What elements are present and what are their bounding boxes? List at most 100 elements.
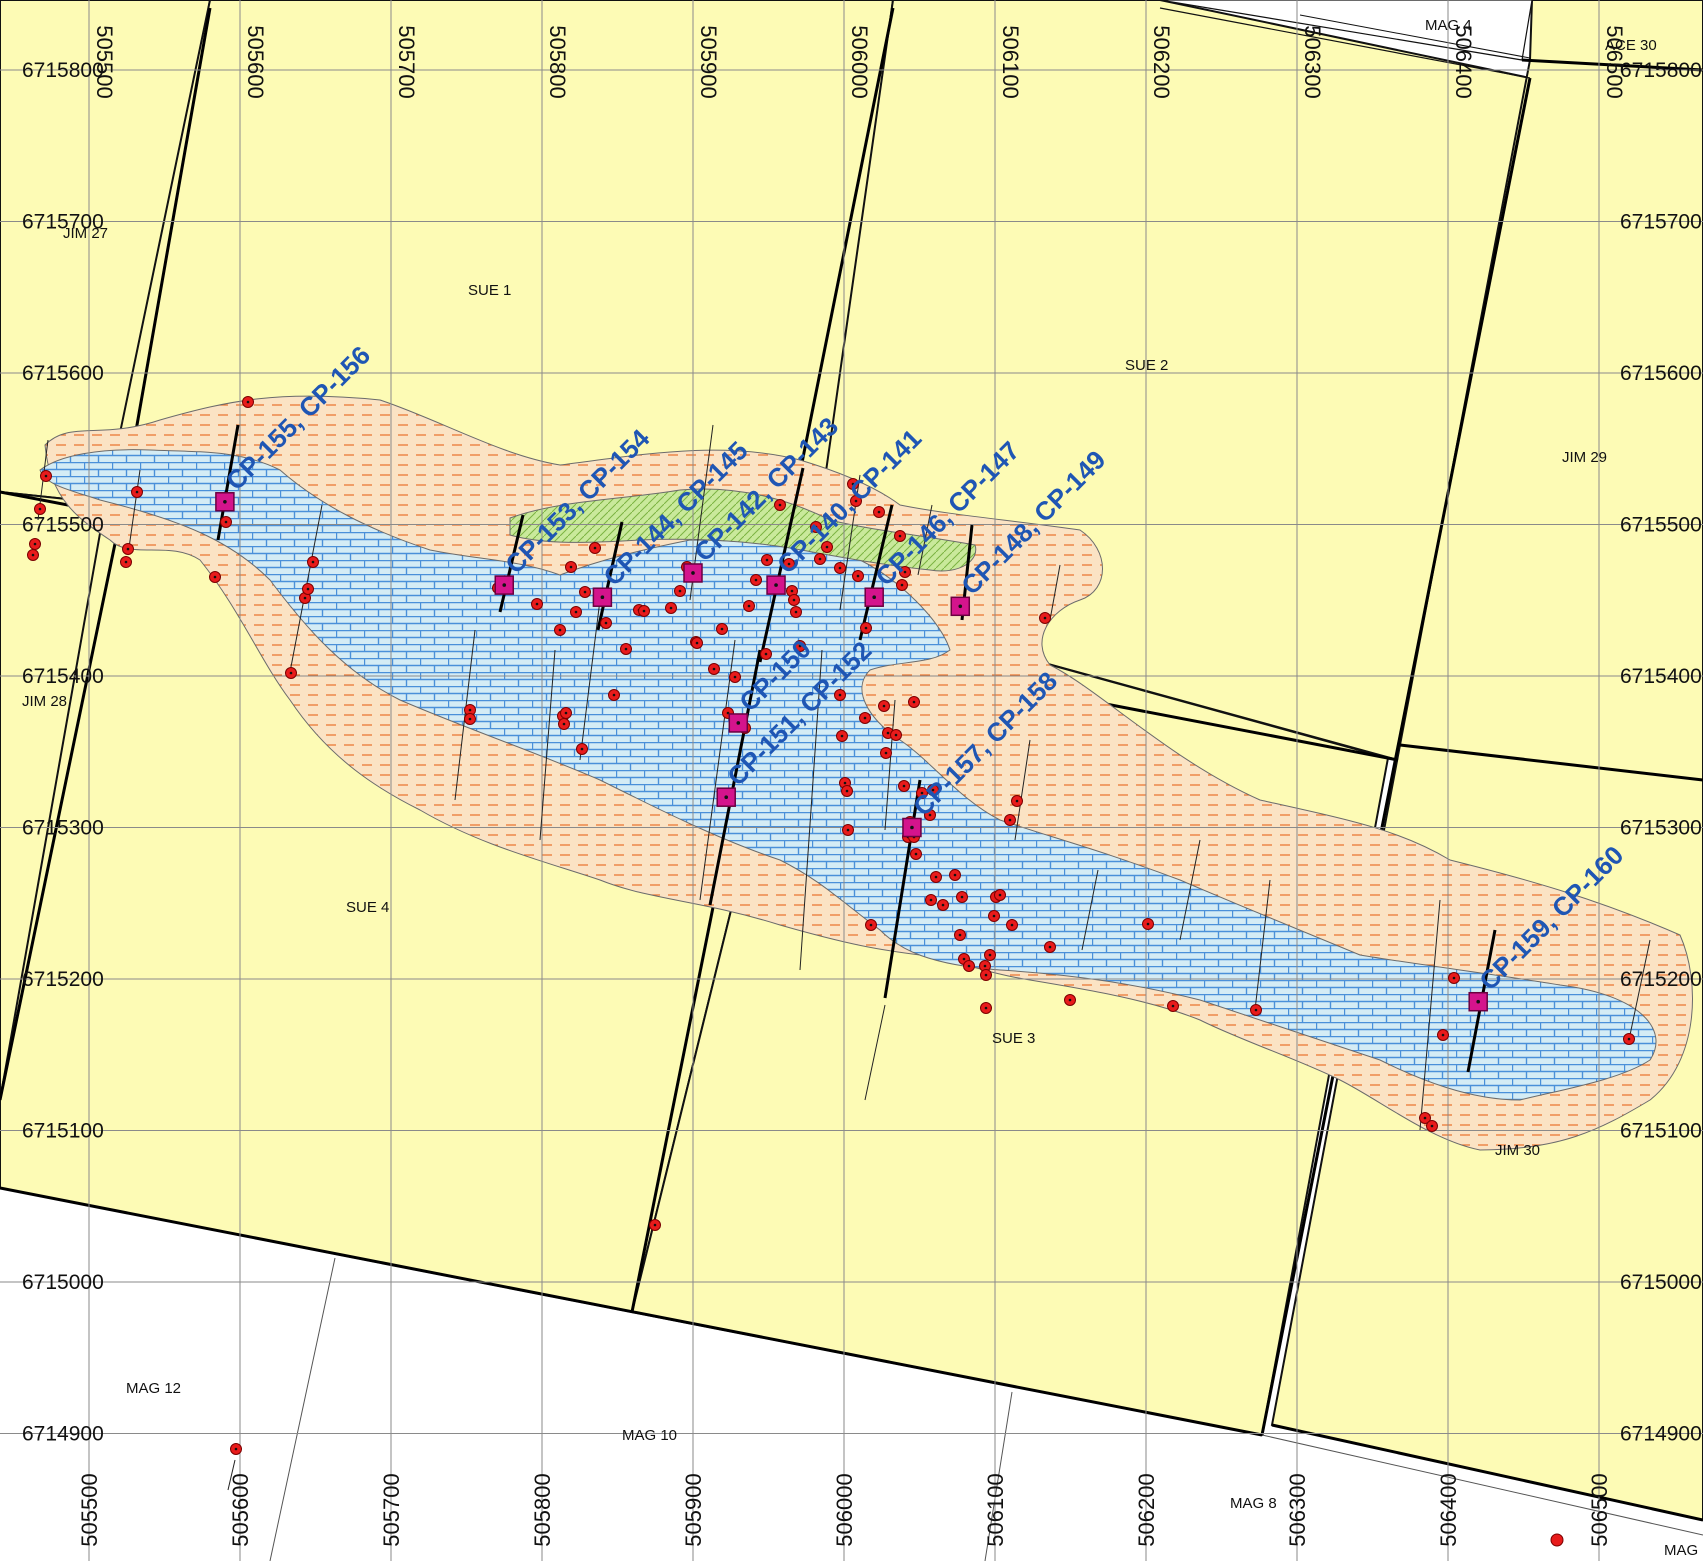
sample-dot-center — [124, 560, 128, 564]
sample-dot-center — [967, 964, 971, 968]
sample-dot-center — [135, 490, 139, 494]
easting-tick-top: 505700 — [394, 25, 419, 98]
northing-tick-right: 6715600 — [1620, 362, 1702, 385]
claim-label-mag: MAG — [1664, 1542, 1698, 1559]
claim-labels: JIM 27 SUE 1 SUE 2 JIM 29 JIM 28 SUE 4 S… — [22, 17, 1698, 1559]
claim-mag-4 — [1159, 0, 1533, 61]
sample-dot-center — [846, 828, 850, 832]
drillhole-collar-center — [872, 595, 876, 600]
sample-dot-center — [604, 621, 608, 625]
sample-dot-center — [869, 923, 873, 927]
easting-tick-bottom: 505900 — [681, 1473, 706, 1546]
sample-dot-center — [884, 751, 888, 755]
sample-dot-center — [624, 647, 628, 651]
drill-traces — [37, 424, 1651, 1491]
sample-dot-center — [902, 784, 906, 788]
drillhole-collar-center — [958, 604, 963, 609]
easting-tick-bottom: 506500 — [1587, 1473, 1612, 1546]
sample-dot-center — [1254, 1008, 1258, 1012]
claim-label-mag-12: MAG 12 — [126, 1380, 181, 1397]
sample-dot-center — [1010, 923, 1014, 927]
sample-dot-center — [765, 558, 769, 562]
sample-dot-center — [754, 578, 758, 582]
sample-dot-center — [213, 575, 217, 579]
easting-tick-top: 506000 — [847, 25, 872, 98]
sample-dot-center — [903, 570, 907, 574]
sample-dot-center — [468, 717, 472, 721]
sample-dot-center — [38, 507, 42, 511]
easting-tick-top: 505500 — [92, 25, 117, 98]
sample-dot-center — [468, 708, 472, 712]
sample-dot-center — [992, 914, 996, 918]
sample-dot-center — [929, 898, 933, 902]
easting-tick-bottom: 505800 — [530, 1473, 555, 1546]
easting-tick-top: 506200 — [1149, 25, 1174, 98]
sample-dot-center — [653, 1223, 657, 1227]
sample-dot-center — [854, 499, 858, 503]
sample-dot-center — [998, 893, 1002, 897]
northing-tick-left: 6715000 — [22, 1271, 104, 1294]
easting-tick-top: 506100 — [998, 25, 1023, 98]
northing-tick-right: 6715100 — [1620, 1120, 1702, 1143]
sample-dot-center — [1048, 945, 1052, 949]
sample-dot-center — [863, 716, 867, 720]
claim-label-sue-3: SUE 3 — [992, 1030, 1035, 1047]
sample-dot-center — [1441, 1033, 1445, 1037]
sample-dot-center — [778, 503, 782, 507]
sample-dot-center — [931, 788, 935, 792]
sample-dot-center — [562, 722, 566, 726]
sample-dot-center — [234, 1447, 238, 1451]
easting-tick-bottom: 506200 — [1134, 1473, 1159, 1546]
northing-tick-right: 6715800 — [1620, 59, 1702, 82]
sample-dot-center — [1008, 818, 1012, 822]
sample-dot-center — [818, 557, 822, 561]
sample-dot-center — [983, 964, 987, 968]
sample-dot-center — [289, 671, 293, 675]
drillhole-collar-center — [600, 595, 605, 600]
claim-label-sue-1: SUE 1 — [468, 282, 511, 299]
sample-dot-center — [1043, 616, 1047, 620]
sample-dot-center — [558, 628, 562, 632]
sample-dot-center — [856, 574, 860, 578]
northing-tick-left: 6715600 — [22, 362, 104, 385]
sample-dot-center — [574, 610, 578, 614]
northing-tick-left: 6714900 — [22, 1423, 104, 1446]
sample-dot-center — [583, 590, 587, 594]
easting-tick-bottom: 505500 — [77, 1473, 102, 1546]
sample-dot-center — [790, 589, 794, 593]
northing-tick-right: 6715500 — [1620, 514, 1702, 537]
sample-dot-center — [864, 626, 868, 630]
northing-tick-left: 6715800 — [22, 59, 104, 82]
easting-tick-bottom: 505700 — [379, 1473, 404, 1546]
sample-dot-center — [984, 973, 988, 977]
easting-tick-bottom: 506300 — [1285, 1473, 1310, 1546]
coordinate-ticks: 505500 505500 505600 505600 505700 505700 5058… — [22, 25, 1702, 1546]
sample-dot-center — [928, 813, 932, 817]
drillhole-collar-center — [736, 721, 741, 725]
drillhole-collar-center — [1476, 999, 1480, 1004]
northing-tick-right: 6715000 — [1620, 1271, 1702, 1294]
northing-tick-right: 6715200 — [1620, 968, 1702, 991]
easting-tick-top: 506400 — [1451, 25, 1476, 98]
claim-label-jim-29: JIM 29 — [1562, 449, 1607, 466]
drillhole-collar-center — [691, 571, 695, 575]
easting-tick-top: 506500 — [1602, 25, 1627, 98]
northing-tick-left: 6715700 — [22, 211, 104, 234]
sample-dot-center — [1146, 922, 1150, 926]
easting-tick-top: 505800 — [545, 25, 570, 98]
sample-dot-center — [941, 903, 945, 907]
northing-tick-right: 6715400 — [1620, 665, 1702, 688]
easting-tick-bottom: 505600 — [228, 1473, 253, 1546]
limestone-zone-inner — [39, 449, 1657, 1101]
sample-dot-center — [126, 547, 130, 551]
easting-tick-bottom: 506400 — [1436, 1473, 1461, 1546]
sample-dot-center — [886, 731, 890, 735]
sample-dot-center — [1171, 1004, 1175, 1008]
sample-dot-center — [593, 546, 597, 550]
claim-label-mag-8: MAG 8 — [1230, 1495, 1277, 1512]
sample-dot-center — [303, 596, 307, 600]
northing-tick-left: 6715100 — [22, 1120, 104, 1143]
sample-dot-center — [851, 482, 855, 486]
